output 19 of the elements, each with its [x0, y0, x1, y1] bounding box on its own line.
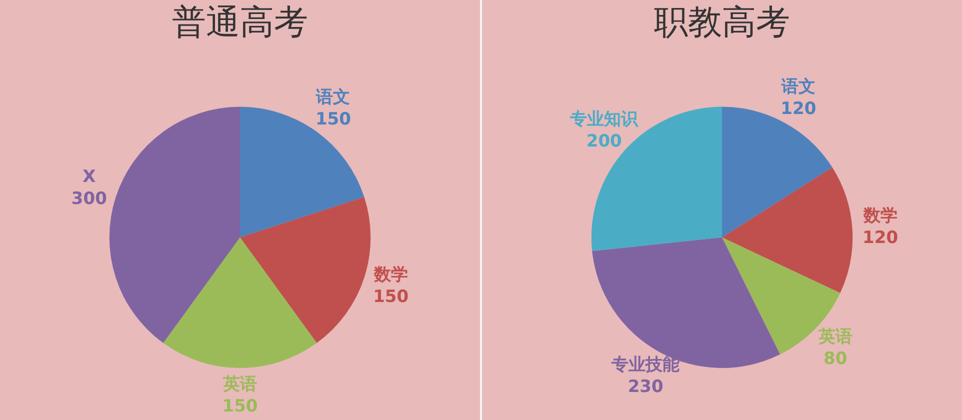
- slice-label: 专业知识: [569, 110, 640, 130]
- data-label: 80: [823, 348, 848, 369]
- chart-title: 普通高考: [172, 3, 308, 42]
- slice-label: 数学: [372, 264, 408, 285]
- slice-label: 语文: [315, 88, 350, 108]
- slice-label: 英语: [222, 374, 257, 394]
- data-label: 120: [780, 98, 816, 119]
- data-label: 200: [586, 132, 622, 152]
- data-label: 120: [862, 228, 898, 248]
- slice-label: 英语: [817, 326, 852, 347]
- data-label: 150: [315, 110, 352, 130]
- chart-title: 职教高考: [654, 4, 790, 42]
- slice-label: 数学: [862, 206, 898, 226]
- data-label: 230: [628, 376, 664, 397]
- data-label: 150: [373, 286, 409, 307]
- slice-label: 语文: [780, 76, 816, 97]
- data-label: 300: [71, 188, 108, 209]
- data-label: 150: [222, 396, 258, 416]
- slice-label: X: [82, 166, 96, 187]
